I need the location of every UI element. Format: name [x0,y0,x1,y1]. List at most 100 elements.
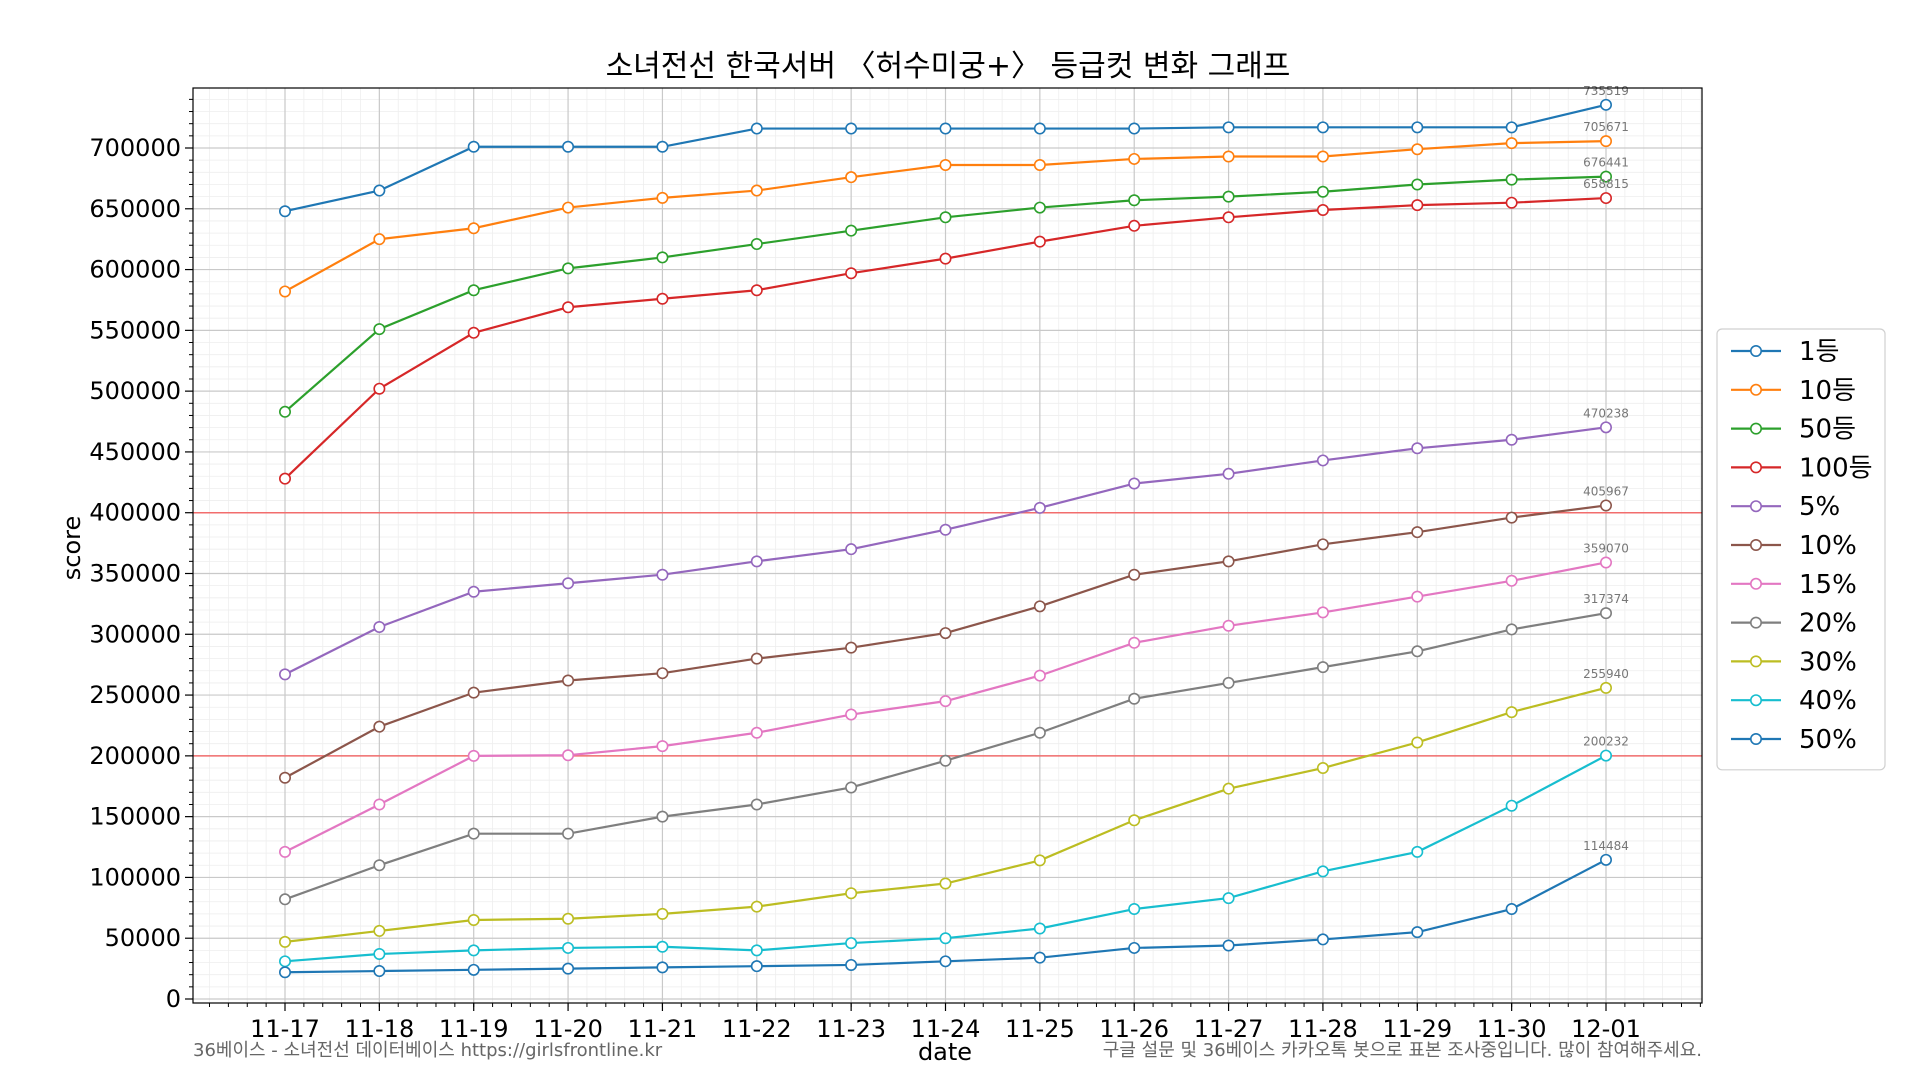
data-point [278,472,291,485]
y-tick-label: 350000 [89,560,181,588]
data-point [278,205,291,218]
data-point [656,810,669,823]
data-point [467,585,480,598]
minor-grid [193,88,1702,1003]
data-point [1033,726,1046,739]
data-point [467,326,480,339]
data-point [845,958,858,971]
data-point [656,140,669,153]
data-point [1316,121,1329,134]
data-point [1128,636,1141,649]
data-point [1222,121,1235,134]
series-50% [278,853,1613,979]
data-point [1033,854,1046,867]
series-40% [278,749,1613,968]
data-point [656,667,669,680]
data-point [1600,98,1613,111]
data-point [467,222,480,235]
x-tick-label: 11-26 [1099,1015,1169,1043]
legend-swatch-marker [1750,500,1763,513]
data-point [939,211,952,224]
data-point [562,962,575,975]
y-tick-label: 700000 [89,134,181,162]
data-point [845,267,858,280]
data-point [1505,433,1518,446]
data-point [750,798,763,811]
data-point [1600,556,1613,569]
legend-label: 10% [1799,531,1857,561]
data-point [1411,845,1424,858]
data-point [1222,892,1235,905]
data-point [373,965,386,978]
data-point [1505,511,1518,524]
data-point [1128,568,1141,581]
series-1등 [278,98,1613,218]
data-point [750,122,763,135]
legend-label: 40% [1799,686,1857,716]
data-point [1316,150,1329,163]
data-point [467,944,480,957]
legend-label: 5% [1799,492,1840,522]
plot-frame [192,87,1703,1004]
legend-swatch-marker [1750,655,1763,668]
legend-swatch-marker [1750,616,1763,629]
data-point [373,948,386,961]
legend: 1등 10등 50등 100등 5% 10% 15% 20% 30% 40% 50% [1716,328,1886,771]
data-point [750,960,763,973]
end-value-label: 405967 [1583,484,1629,498]
legend-label: 30% [1799,647,1857,677]
series-layer [278,98,1613,979]
data-point [562,749,575,762]
data-point [1600,749,1613,762]
y-tick-label: 300000 [89,620,181,648]
data-point [845,224,858,237]
data-point [1316,933,1329,946]
data-point [656,961,669,974]
x-tick-label: 11-17 [250,1015,320,1043]
x-tick-label: 11-30 [1477,1015,1547,1043]
data-point [1505,574,1518,587]
data-point [1222,619,1235,632]
data-point [750,555,763,568]
data-point [1222,939,1235,952]
legend-swatch-marker [1750,461,1763,474]
legend-label: 20% [1799,609,1857,639]
data-point [1128,814,1141,827]
data-point [845,641,858,654]
data-point [467,140,480,153]
data-point [1411,178,1424,191]
data-point [845,781,858,794]
data-point [939,955,952,968]
data-point [1411,143,1424,156]
x-tick-label: 11-25 [1005,1015,1075,1043]
end-value-label: 200232 [1583,735,1629,749]
data-point [373,382,386,395]
data-point [278,405,291,418]
y-tick-label: 400000 [89,499,181,527]
y-tick-label: 250000 [89,681,181,709]
y-axis-label: score [58,516,86,581]
data-point [1600,135,1613,148]
data-point [1316,661,1329,674]
data-point [939,252,952,265]
series-10등 [278,135,1613,298]
end-value-label: 676441 [1583,156,1629,170]
data-point [1600,681,1613,694]
end-value-label: 705671 [1583,120,1629,134]
data-point [1505,623,1518,636]
series-20% [278,607,1613,906]
data-point [750,944,763,957]
data-point [939,877,952,890]
data-point [1128,194,1141,207]
y-tick-label: 150000 [89,803,181,831]
data-point [562,301,575,314]
data-point [1033,159,1046,172]
data-point [373,184,386,197]
data-point [467,913,480,926]
data-point [1128,903,1141,916]
data-point [278,668,291,681]
data-point [467,963,480,976]
data-point [750,900,763,913]
data-point [278,955,291,968]
